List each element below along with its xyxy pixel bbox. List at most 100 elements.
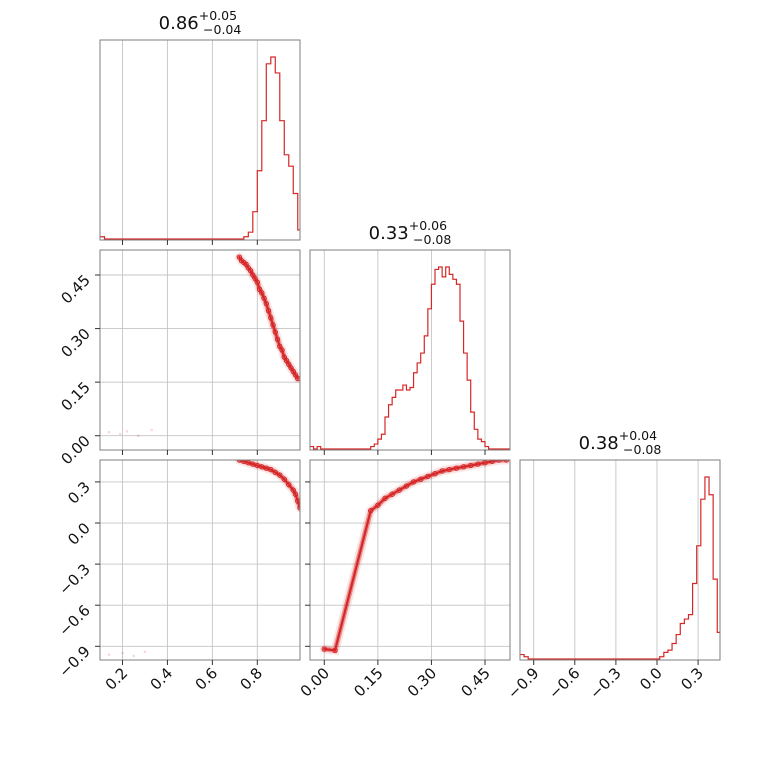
x-tick-labels-p2: 0.00 0.15 0.30 0.45: [297, 664, 494, 700]
outlier-point-2: [125, 430, 129, 433]
x-tick-label-p1-3: 0.8: [237, 664, 267, 694]
ticks-panel-0-2: [121, 660, 258, 665]
contour-point-15: [270, 322, 276, 328]
contour-point-18: [482, 460, 488, 466]
contour-point-10: [259, 290, 265, 296]
y-tick-label-p2-1: 0.15: [57, 378, 93, 414]
frame-p1-p2: [99, 249, 301, 451]
y-tick-label-p2-2: 0.30: [57, 325, 93, 361]
contour-point-6: [396, 487, 402, 493]
contour-point-9: [277, 472, 283, 478]
contour-point-13: [292, 491, 299, 497]
histogram-p2: [309, 249, 511, 451]
scatter-p2-p3: [309, 459, 511, 661]
contour-point-4: [382, 495, 388, 502]
contour-point-10: [281, 476, 287, 482]
contour-point-12: [439, 468, 445, 474]
title-p2-plus: +0.06: [409, 218, 447, 233]
outlier-point-3: [143, 650, 147, 654]
x-tick-label-p3-3: 0.0: [636, 664, 666, 694]
y-tick-labels-p2: 0.00 0.15 0.30 0.45: [57, 271, 100, 468]
y-tick-label-p2-0: 0.00: [57, 432, 93, 468]
contour-point-5: [247, 268, 254, 274]
x-tick-labels-p3: −0.9 −0.6 −0.3 0.0 0.3: [504, 664, 707, 702]
title-p1-plus: +0.05: [199, 8, 237, 23]
scatter-p1-p2: [99, 249, 301, 451]
x-tick-label-p3-4: 0.3: [677, 664, 707, 694]
contour-point-9: [418, 476, 424, 482]
contour-point-7: [268, 466, 274, 473]
contour-point-19: [489, 460, 495, 465]
contour-point-15: [460, 464, 467, 470]
x-tick-label-p3-0: −0.9: [504, 664, 542, 702]
x-tick-label-p3-2: −0.3: [586, 664, 624, 702]
histogram-step-p3: [520, 476, 720, 660]
contour-point-11: [286, 481, 292, 488]
points-p2-p3: [319, 460, 510, 656]
contour-point-17: [475, 461, 481, 467]
points-p1-p2: [107, 252, 300, 438]
title-p1-median: 0.86: [159, 13, 199, 34]
outlier-point-2: [132, 654, 136, 658]
density-core: [323, 460, 508, 652]
y-tick-label-p3-3: 0.0: [64, 519, 94, 549]
contour-point-0: [236, 460, 243, 463]
x-tick-label-p1-0: 0.2: [102, 664, 132, 694]
contour-point-14: [453, 465, 460, 471]
outlier-point-1: [118, 432, 122, 436]
y-tick-label-p3-1: −0.6: [55, 601, 93, 639]
panel-hist-p1: 0.86+0.05 −0.04: [159, 8, 242, 37]
contour-point-10: [425, 473, 431, 480]
x-tick-labels-p1: 0.2 0.4 0.6 0.8: [102, 664, 266, 694]
contour-point-14: [268, 315, 274, 321]
x-tick-label-p2-0: 0.00: [297, 664, 333, 700]
x-tick-label-p2-2: 0.30: [404, 664, 440, 700]
contour-point-13: [265, 308, 272, 314]
contour-point-8: [272, 469, 278, 476]
outlier-point-1: [121, 651, 124, 655]
outlier-point-0: [107, 653, 111, 656]
frame-p1-p3: [99, 459, 301, 661]
title-p1: 0.86+0.05 −0.04: [159, 8, 242, 37]
contour-point-1: [332, 647, 338, 654]
title-p2: 0.33+0.06 −0.08: [369, 218, 452, 247]
y-tick-label-p3-4: 0.3: [64, 478, 94, 508]
contour-point-2: [368, 507, 374, 514]
contour-point-12: [263, 300, 269, 307]
title-p2-median: 0.33: [369, 223, 409, 244]
y-tick-label-p3-0: −0.9: [55, 642, 93, 680]
x-tick-label-p3-1: −0.6: [545, 664, 583, 702]
contour-point-21: [503, 460, 510, 463]
ticks-panel-1-1: [323, 450, 486, 455]
contour-point-7: [403, 483, 410, 489]
ticks-panel-0-1: [121, 450, 258, 455]
contour-point-19: [279, 347, 285, 353]
title-p1-minus: −0.04: [203, 22, 241, 37]
plot-layer: 0.2 0.4 0.6 0.8 0.00 0.15 0.30 0.45 −0.9 −0.6 −0.3…: [55, 39, 721, 703]
frame-hist-p2: [309, 249, 511, 451]
frame-p2-p3: [309, 459, 511, 661]
ticks-panel-1-2: [305, 481, 486, 665]
frame-hist-p3: [519, 459, 721, 661]
title-p3: 0.38+0.04 −0.08: [579, 428, 662, 457]
contour-point-12: [290, 487, 296, 493]
title-p2-minus: −0.08: [413, 232, 451, 247]
density-band: [321, 460, 509, 654]
x-tick-label-p2-1: 0.15: [350, 664, 386, 700]
histogram-step-p1: [100, 56, 300, 240]
x-tick-label-p2-3: 0.45: [457, 664, 493, 700]
contour-point-16: [272, 329, 278, 335]
y-tick-label-p2-3: 0.45: [57, 271, 93, 307]
contour-point-16: [468, 462, 474, 469]
x-tick-label-p1-2: 0.6: [192, 664, 222, 694]
density-halo: [319, 460, 510, 656]
contour-point-11: [261, 295, 267, 301]
outlier-point-4: [150, 428, 153, 432]
ticks-panel-2-2: [533, 660, 699, 665]
panel-hist-p3: 0.38+0.04 −0.08: [579, 428, 662, 457]
ticks-panel-0-0: [121, 240, 258, 245]
contour-point-5: [389, 491, 395, 497]
y-tick-label-p3-2: −0.3: [55, 560, 93, 598]
contour-point-0: [321, 646, 327, 652]
